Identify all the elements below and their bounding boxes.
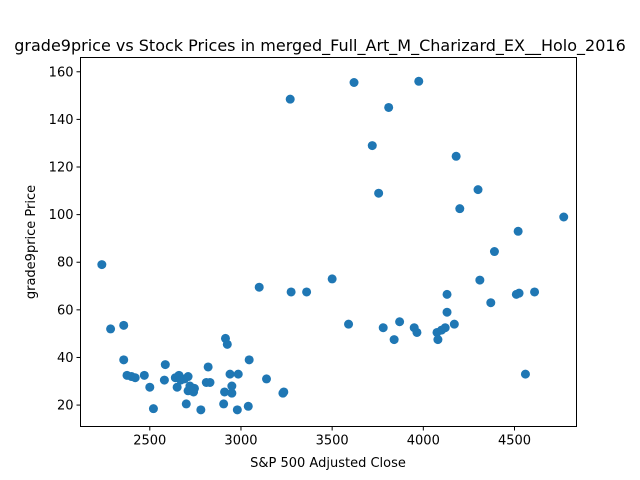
data-point [220, 387, 230, 397]
data-point [225, 369, 235, 379]
data-point [160, 360, 170, 370]
y-tick-label: 40 [57, 351, 74, 366]
data-point [530, 287, 540, 297]
x-tick-label: 3500 [316, 434, 349, 449]
data-point [349, 77, 359, 87]
data-point [486, 298, 496, 308]
y-tick-label: 20 [57, 399, 74, 414]
data-point [119, 320, 129, 330]
data-point [172, 382, 182, 392]
data-point [344, 319, 354, 329]
data-points [97, 76, 569, 415]
data-point [183, 372, 193, 382]
x-tick-label: 4000 [407, 434, 440, 449]
data-point [378, 323, 388, 333]
data-point [559, 212, 569, 222]
x-tick-label: 4500 [498, 434, 531, 449]
data-point [106, 324, 116, 334]
data-point [262, 374, 271, 384]
data-point [139, 370, 149, 380]
x-axis-label: S&P 500 Adjusted Close [250, 456, 406, 471]
data-point [159, 375, 169, 385]
y-axis-ticks: 20 40 60 80 100 120 140 160 [49, 65, 81, 414]
data-point [513, 226, 523, 236]
data-point [119, 355, 129, 365]
x-axis-ticks: 2500 3000 3500 4000 4500 [133, 426, 531, 449]
data-point [414, 76, 424, 86]
data-point [384, 102, 394, 112]
data-point [196, 405, 206, 415]
y-tick-label: 60 [57, 303, 74, 318]
data-point [302, 287, 312, 297]
y-tick-label: 80 [57, 256, 74, 271]
data-point [205, 377, 215, 387]
y-tick-label: 100 [49, 208, 74, 223]
data-point [412, 327, 422, 337]
data-point [203, 362, 213, 372]
data-point [227, 388, 237, 398]
x-tick-label: 2500 [133, 434, 166, 449]
plot-frame [80, 57, 577, 427]
data-point [514, 288, 524, 298]
data-point [243, 401, 253, 411]
y-axis-label: grade9price Price [24, 185, 39, 299]
data-point [389, 335, 399, 345]
data-point [97, 260, 107, 270]
data-point [222, 339, 232, 349]
data-point [440, 323, 450, 333]
chart-title: grade9price vs Stock Prices in merged_Fu… [14, 36, 626, 56]
y-tick-label: 120 [49, 161, 74, 176]
data-point [181, 399, 191, 409]
x-tick-label: 3000 [224, 434, 257, 449]
data-point [473, 185, 483, 195]
data-point [148, 404, 158, 414]
data-point [233, 369, 243, 379]
data-point [395, 317, 405, 327]
data-point [449, 319, 459, 329]
data-point [451, 151, 461, 161]
data-point [442, 289, 452, 299]
data-point [254, 282, 264, 292]
data-point [286, 287, 296, 297]
y-tick-label: 140 [49, 113, 74, 128]
data-point [279, 387, 289, 397]
data-point [285, 94, 295, 104]
data-point [455, 204, 465, 214]
y-tick-label: 160 [49, 65, 74, 80]
data-point [367, 141, 377, 151]
data-point [433, 335, 443, 345]
data-point [475, 275, 485, 285]
data-point [227, 381, 237, 391]
data-point [327, 274, 337, 284]
data-point [442, 307, 452, 317]
data-point [145, 382, 155, 392]
data-point [489, 247, 499, 257]
data-point [130, 373, 140, 383]
data-point [520, 369, 530, 379]
data-point [244, 355, 254, 365]
data-point [189, 383, 199, 393]
data-point [232, 405, 242, 415]
data-point [374, 188, 384, 198]
data-point [219, 399, 229, 409]
